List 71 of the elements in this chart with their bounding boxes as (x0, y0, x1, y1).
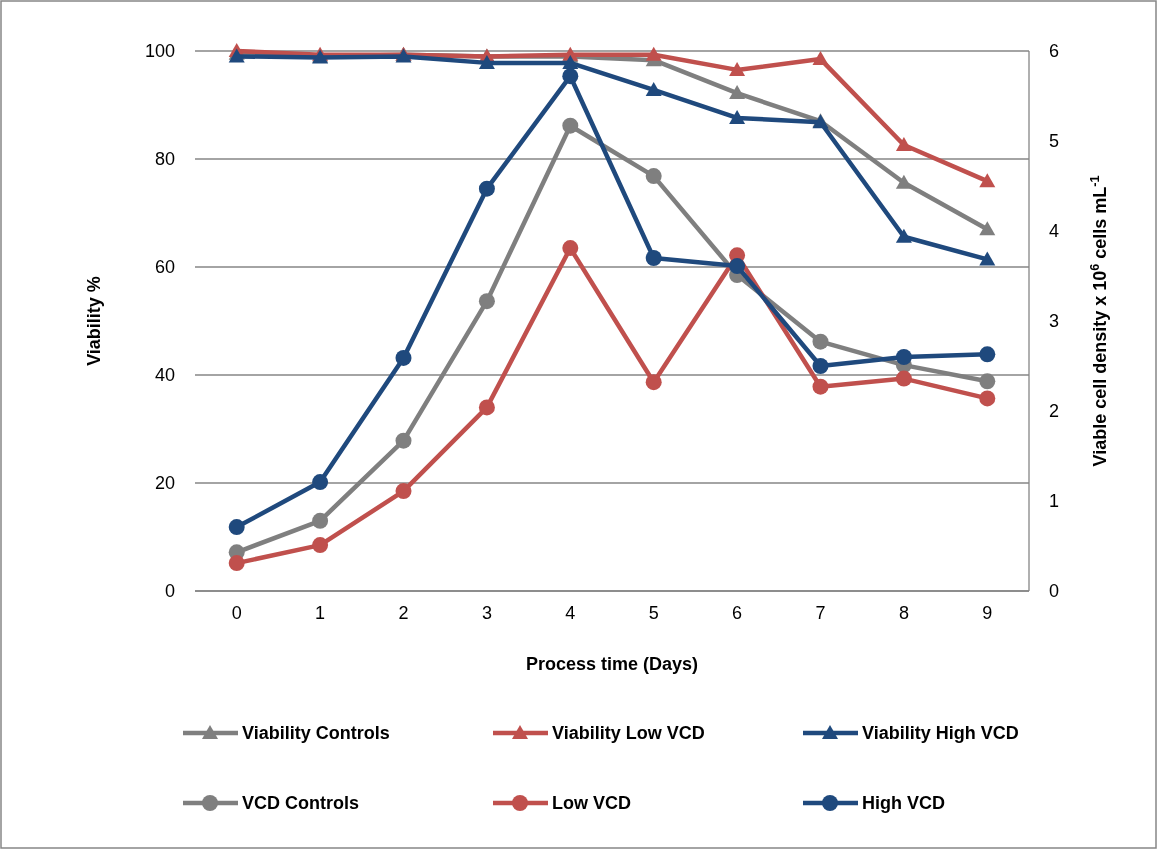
point (645, 46, 662, 61)
x-tick-label: 7 (815, 603, 826, 623)
point (979, 390, 996, 407)
x-axis-title: Process time (Days) (525, 654, 699, 674)
y2-tick-label: 5 (1049, 131, 1060, 152)
point (478, 54, 495, 69)
point (228, 555, 245, 572)
point (562, 117, 579, 134)
point (979, 346, 996, 363)
point (562, 54, 579, 69)
point (395, 483, 412, 500)
point (645, 81, 662, 96)
y2-tick-label: 6 (1049, 41, 1060, 62)
point (478, 399, 495, 416)
x-tick-label: 1 (315, 603, 326, 623)
point (895, 370, 912, 387)
x-tick-label: 5 (648, 603, 659, 623)
y-tick-label: 20 (154, 473, 175, 494)
x-tick-label: 6 (732, 603, 743, 623)
point (729, 61, 746, 76)
legend-label: High VCD (862, 793, 945, 814)
x-tick-label: 8 (898, 603, 909, 623)
y2-tick-label: 3 (1049, 311, 1060, 332)
y-axis-title: Viability % (84, 276, 104, 366)
legend-label: Low VCD (552, 793, 631, 814)
x-tick-label: 4 (565, 603, 576, 623)
x-tick-label: 9 (982, 603, 993, 623)
point (729, 258, 746, 275)
x-tick-label: 0 (231, 603, 242, 623)
point (645, 250, 662, 266)
legend-label: Viability Controls (242, 723, 390, 744)
point (645, 168, 662, 185)
y-tick-label: 100 (144, 41, 175, 62)
point (812, 358, 829, 374)
point (729, 85, 746, 100)
point (895, 228, 912, 243)
point (645, 374, 662, 391)
point (478, 180, 495, 197)
point (562, 68, 579, 85)
point (395, 432, 412, 449)
point (812, 51, 829, 66)
point (729, 109, 746, 124)
point (979, 373, 996, 390)
point (812, 378, 829, 395)
y2-tick-label: 2 (1049, 401, 1060, 422)
point (312, 537, 329, 554)
point (228, 519, 245, 536)
y2-tick-label: 1 (1049, 491, 1060, 512)
y-tick-label: 40 (154, 365, 175, 386)
point (895, 174, 912, 189)
point (478, 293, 495, 310)
x-tick-label: 2 (398, 603, 409, 623)
point (812, 333, 829, 350)
y-tick-label: 80 (154, 149, 175, 170)
y-tick-label: 60 (154, 257, 175, 278)
y2-tick-label: 4 (1049, 221, 1060, 242)
point (562, 240, 579, 257)
point (979, 251, 996, 266)
legend-label: VCD Controls (242, 793, 359, 814)
point (895, 349, 912, 365)
x-tick-label: 3 (481, 603, 492, 623)
point (895, 136, 912, 151)
point (979, 173, 996, 188)
y-tick-label: 0 (164, 581, 175, 602)
point (312, 474, 329, 491)
legend-label: Viability High VCD (862, 723, 1019, 744)
point (979, 221, 996, 236)
point (395, 349, 412, 366)
legend-label: Viability Low VCD (552, 723, 705, 744)
y2-tick-label: 0 (1049, 581, 1060, 602)
point (312, 512, 329, 529)
